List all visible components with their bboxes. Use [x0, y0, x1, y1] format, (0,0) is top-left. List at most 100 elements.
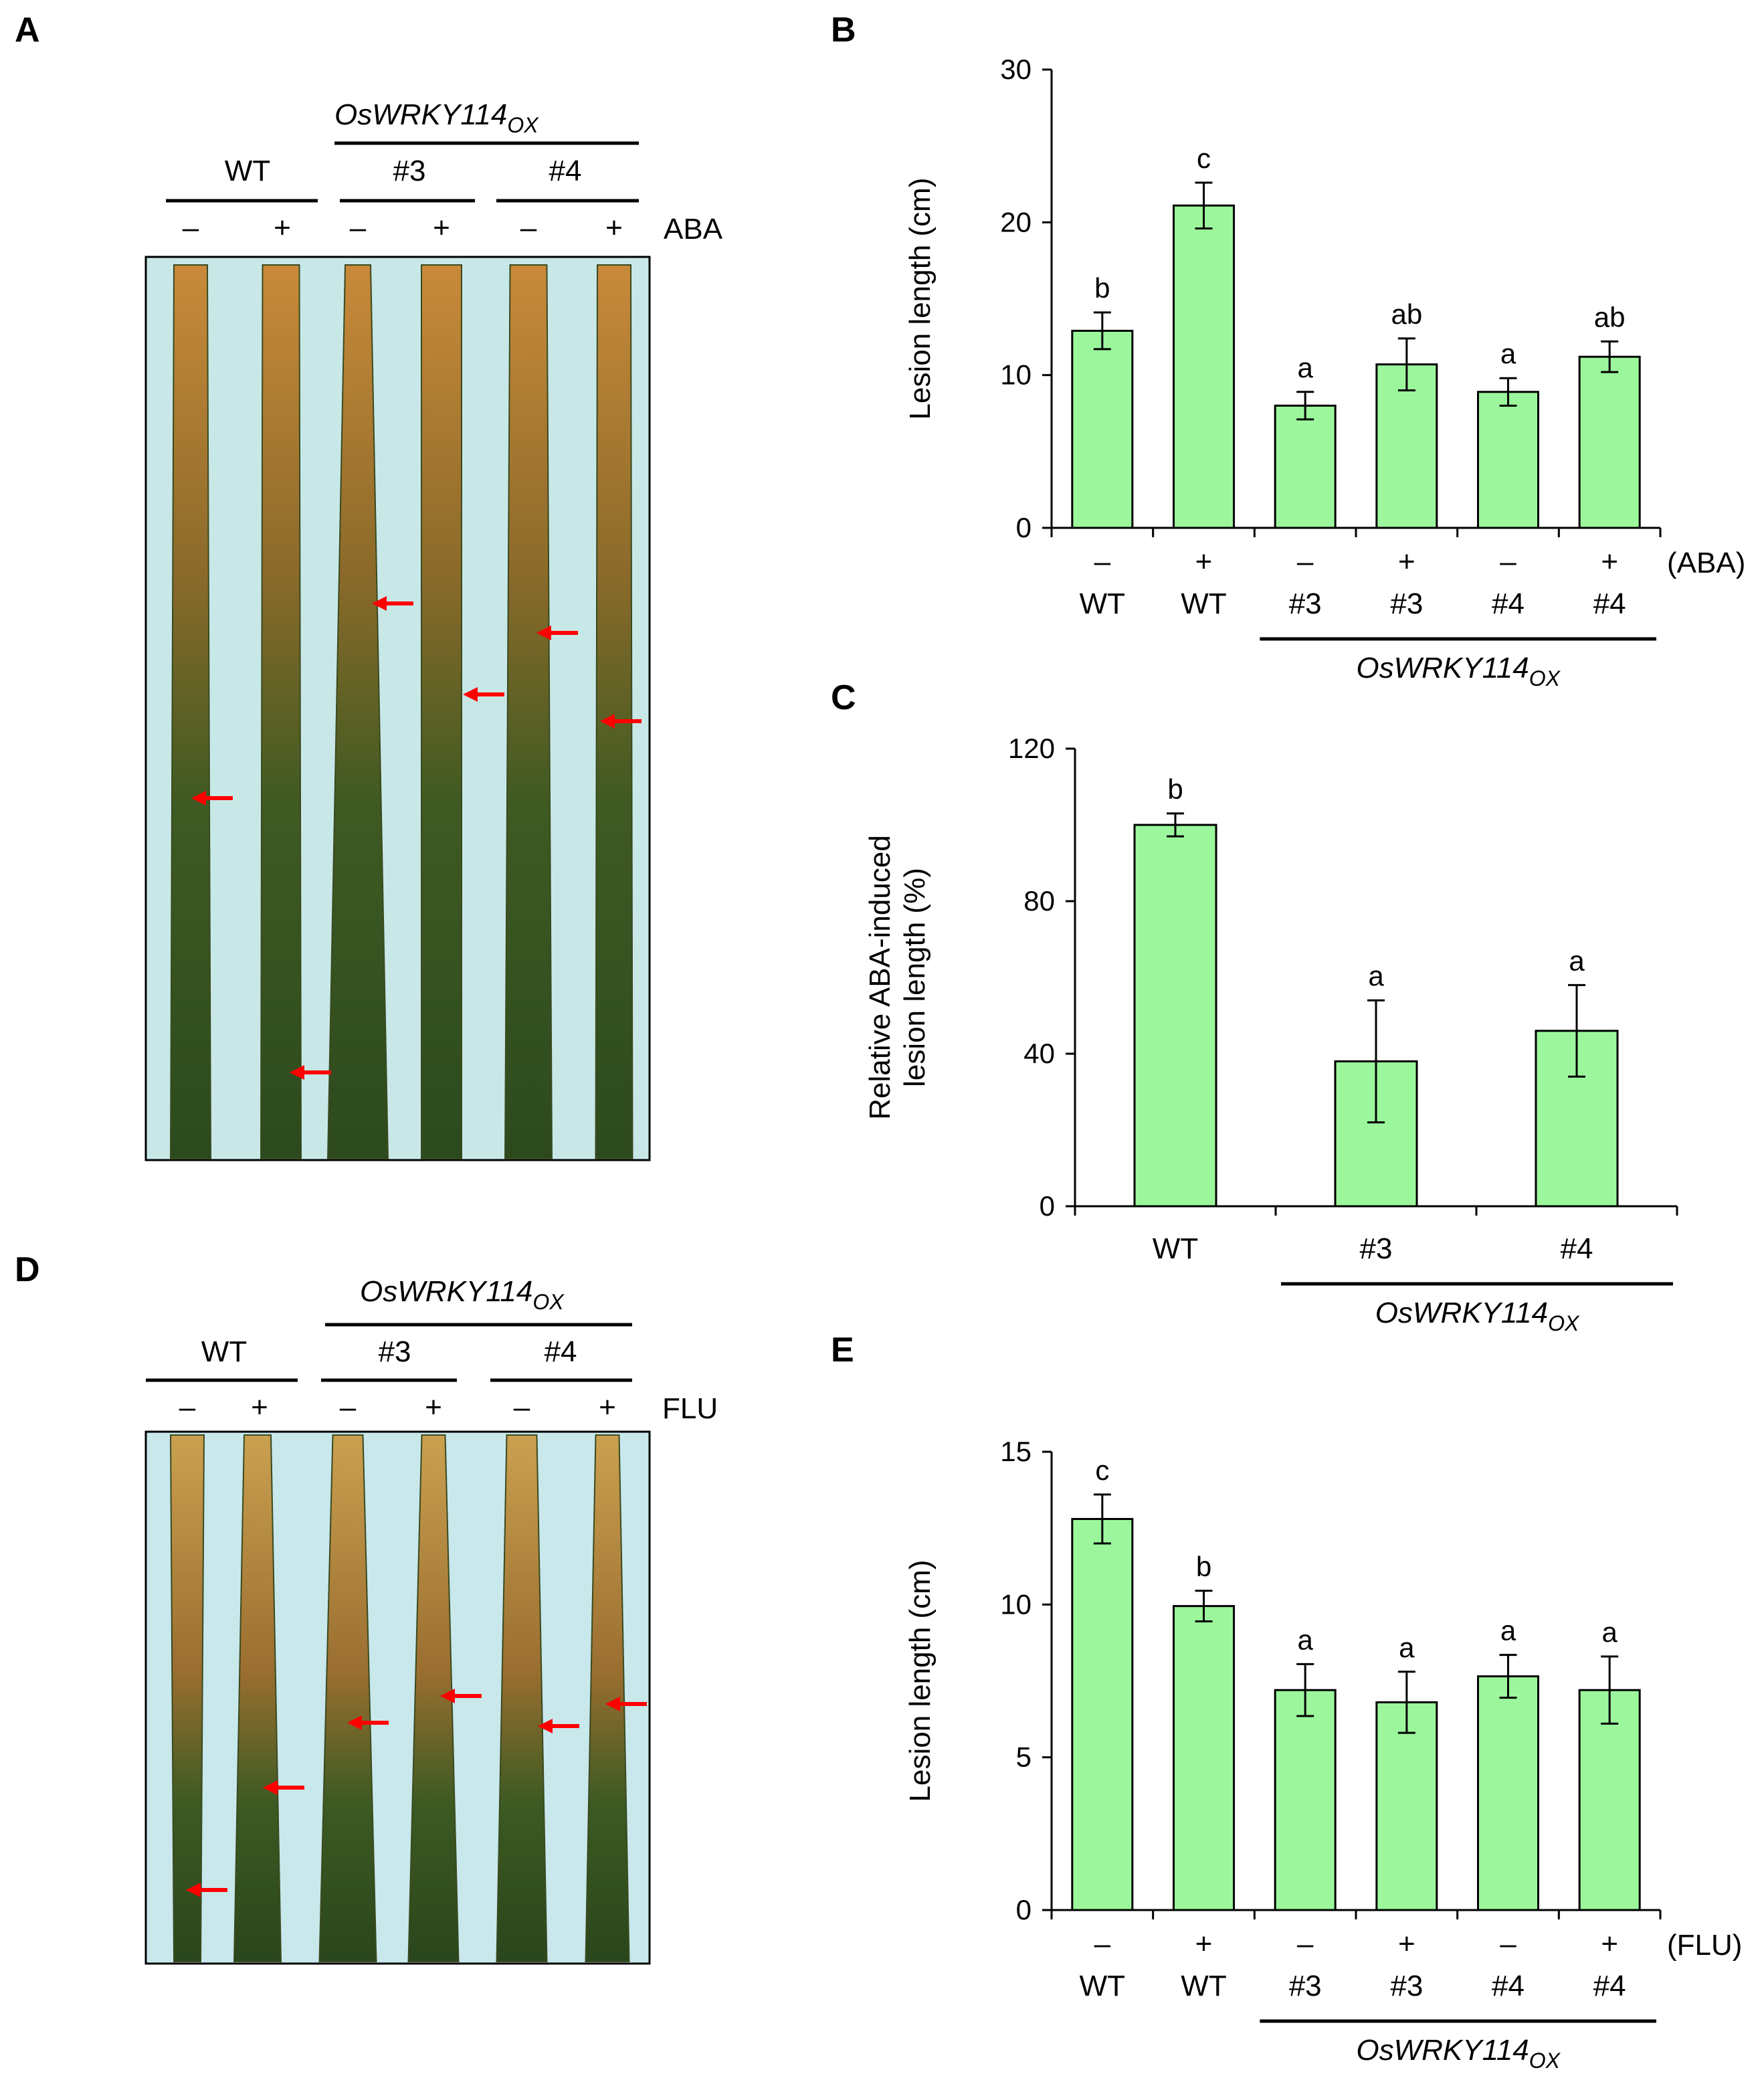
category-label: #3 [1289, 1970, 1322, 2002]
treatment-label-a: ABA [664, 213, 723, 246]
bar [1578, 355, 1641, 529]
arrow-head [186, 1883, 201, 1897]
sign-a-3: – [350, 211, 367, 244]
bar [1071, 1517, 1134, 1911]
panel-label-a: A [15, 11, 40, 50]
bar [1173, 204, 1235, 529]
genotype-header-a: OsWRKY114OX [334, 98, 639, 145]
panel-c: C 0 40 80 120 Relative ABA-induced lesion len… [831, 678, 1678, 1335]
significance-label: a [1569, 945, 1585, 976]
arrow-head [440, 1689, 455, 1703]
wt-label-a: WT [225, 155, 270, 187]
sign-a-4: + [433, 211, 450, 244]
line3-label-d: #3 [379, 1335, 411, 1368]
arrow-head [463, 687, 478, 702]
arrow-head [538, 1719, 553, 1733]
category-label: #4 [1492, 1970, 1525, 2002]
bar [1477, 391, 1539, 529]
significance-label: a [1500, 1615, 1516, 1646]
treatment-sign: – [1094, 545, 1111, 578]
leaf-3 [318, 1434, 377, 1962]
genotype-label-a: OsWRKY114OX [334, 98, 539, 137]
chart-e: 0 5 10 15 Lesion length (cm) c b a a a a – + – + – + (FLU… [904, 1436, 1742, 2073]
chart-b: 0 10 20 30 Lesion length (cm) b c a ab a ab – + – + – + (… [904, 54, 1745, 690]
leaf-3 [326, 264, 389, 1159]
genotype-subscript: OX [1529, 666, 1561, 690]
y-axis-label: Lesion length (cm) [904, 1560, 937, 1802]
treatment-label-d: FLU [662, 1392, 718, 1425]
y-tick-label: 0 [1016, 1894, 1032, 1925]
category-label: #4 [1593, 1970, 1626, 2002]
significance-label: a [1297, 352, 1313, 383]
y-axis-label-line: lesion length (%) [898, 868, 931, 1087]
panel-b: B 0 10 20 30 Lesion length (cm) b c a ab a ab – + – + –… [831, 11, 1745, 690]
genotype-header-d: OsWRKY114OX [325, 1275, 632, 1327]
y-tick-label: 10 [1000, 359, 1032, 391]
lesion-arrow-3 [347, 1715, 389, 1730]
sign-a-1: – [183, 211, 199, 244]
photo-background-d [144, 1430, 651, 1965]
significance-label: a [1500, 338, 1516, 369]
lesion-arrow-5 [536, 626, 578, 640]
sign-d-3: – [340, 1391, 357, 1424]
treatment-sign: – [1297, 545, 1314, 578]
bar [1274, 1689, 1337, 1911]
sign-d-5: – [514, 1391, 530, 1424]
bar [1274, 404, 1337, 529]
category-label: WT [1181, 587, 1226, 620]
y-tick-label: 40 [1023, 1038, 1055, 1069]
sign-d-6: + [599, 1391, 616, 1424]
significance-label: b [1196, 1551, 1211, 1582]
treatment-sign: + [1195, 545, 1213, 578]
treatment-sign: + [1601, 1927, 1618, 1960]
leaf-1 [169, 264, 212, 1159]
category-label: #4 [1561, 1232, 1593, 1265]
leaf-4 [407, 1434, 460, 1962]
bar [1071, 329, 1134, 529]
leaf-2 [260, 264, 302, 1159]
treatment-sign: – [1500, 545, 1516, 578]
y-tick-label: 15 [1000, 1436, 1032, 1467]
category-label: #3 [1390, 587, 1423, 620]
leaf-1 [169, 1434, 205, 1962]
panel-a: A OsWRKY114OX WT #3 #4 – + – + – + ABA [15, 11, 723, 1161]
category-label: #3 [1360, 1232, 1393, 1265]
leaf-5 [504, 264, 553, 1159]
arrow-head [372, 596, 387, 611]
category-label: #3 [1390, 1970, 1423, 2002]
significance-label: c [1095, 1454, 1109, 1486]
significance-label: a [1601, 1616, 1618, 1648]
bar [1375, 363, 1438, 529]
y-tick-label: 0 [1040, 1190, 1055, 1222]
treatment-sign: + [1601, 545, 1618, 578]
significance-label: c [1197, 143, 1211, 174]
treatment-label: (FLU) [1667, 1929, 1742, 1962]
panel-label-c: C [831, 678, 856, 717]
chart-c: 0 40 80 120 Relative ABA-induced lesion lengt… [864, 733, 1678, 1335]
category-label: #3 [1289, 587, 1322, 620]
sign-a-2: + [274, 211, 291, 244]
panel-label-d: D [15, 1250, 40, 1289]
significance-label: b [1167, 773, 1183, 805]
arrow-head [290, 1065, 304, 1080]
y-tick-label: 30 [1000, 54, 1032, 85]
bar [1133, 824, 1217, 1208]
significance-label: ab [1391, 298, 1422, 330]
treatment-label: (ABA) [1667, 547, 1745, 579]
category-label: WT [1181, 1970, 1226, 2002]
genotype-name: OsWRKY114 [1375, 1297, 1548, 1329]
leaf-5 [496, 1434, 548, 1962]
category-label: WT [1080, 587, 1125, 620]
lesion-arrow-2 [290, 1065, 331, 1080]
arrow-head [263, 1780, 278, 1795]
arrow-head [536, 626, 551, 640]
leaf-4 [421, 264, 462, 1159]
treatment-sign: + [1398, 1927, 1415, 1960]
genotype-label-d: OsWRKY114OX [360, 1275, 565, 1314]
genotype-label: OsWRKY114OX [1375, 1297, 1580, 1335]
arrow-group-d [186, 1689, 647, 1897]
wt-label-d: WT [201, 1335, 247, 1368]
category-label: #4 [1593, 587, 1626, 620]
lesion-arrow-1 [186, 1883, 227, 1897]
line4-label-a: #4 [549, 155, 582, 187]
